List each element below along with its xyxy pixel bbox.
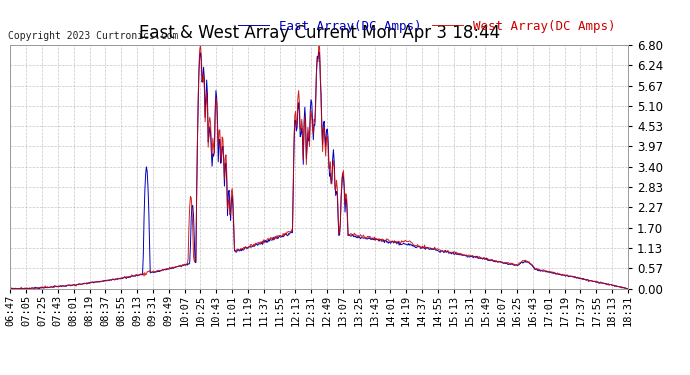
- East Array(DC Amps): [400, 242, 408, 246]
- East Array(DC Amps): [475, 255, 484, 260]
- East Array(DC Amps): [382, 238, 390, 243]
- Line: East Array(DC Amps): East Array(DC Amps): [10, 52, 628, 289]
- East Array(DC Amps): [6, 286, 14, 291]
- East Array(DC Amps): [366, 236, 374, 240]
- Legend: East Array(DC Amps), West Array(DC Amps): East Array(DC Amps), West Array(DC Amps): [238, 20, 615, 33]
- West Array(DC Amps): [44, 285, 52, 290]
- West Array(DC Amps): [539, 268, 547, 272]
- West Array(DC Amps): [382, 238, 390, 243]
- Line: West Array(DC Amps): West Array(DC Amps): [10, 45, 628, 289]
- West Array(DC Amps): [366, 234, 374, 239]
- East Array(DC Amps): [315, 50, 323, 54]
- West Array(DC Amps): [197, 43, 205, 47]
- West Array(DC Amps): [400, 239, 408, 243]
- West Array(DC Amps): [475, 254, 484, 259]
- East Array(DC Amps): [624, 286, 632, 291]
- Text: Copyright 2023 Curtronics.com: Copyright 2023 Curtronics.com: [8, 32, 179, 41]
- East Array(DC Amps): [539, 269, 547, 274]
- West Array(DC Amps): [6, 286, 14, 291]
- West Array(DC Amps): [624, 286, 632, 291]
- East Array(DC Amps): [44, 285, 52, 290]
- Title: East & West Array Current Mon Apr 3 18:44: East & West Array Current Mon Apr 3 18:4…: [139, 24, 500, 42]
